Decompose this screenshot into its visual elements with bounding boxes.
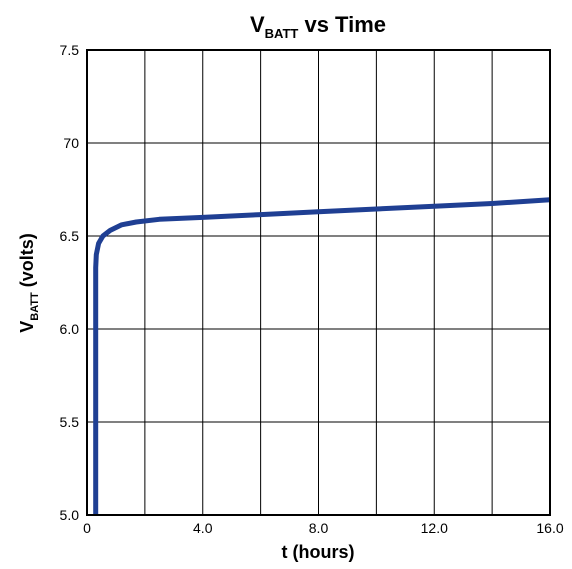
x-tick-label: 16.0 [536,520,563,536]
plot-frame [86,49,551,516]
y-tick-label: 5.0 [60,507,80,523]
series-layer [93,197,551,515]
y-axis-label-main: V [17,321,37,333]
y-tick-label: 6.0 [60,321,80,337]
chart-title-main: V [250,12,265,37]
x-tick-labels: 0 4.0 8.0 12.0 16.0 [83,520,564,536]
x-axis-label: t (hours) [282,542,355,562]
x-tick-label: 0 [83,520,91,536]
y-tick-label: 7.5 [60,42,80,58]
y-axis-label-rest: (volts) [17,233,37,292]
y-tick-labels: 5.0 5.5 6.0 6.5 70 7.5 [60,42,80,523]
series-line-0 [93,197,551,515]
x-tick-label: 12.0 [421,520,448,536]
x-tick-label: 8.0 [309,520,329,536]
y-axis-label: VBATT (volts) [17,233,41,333]
grid [86,49,551,516]
y-tick-label: 70 [63,135,79,151]
chart-title: VBATT vs Time [250,12,386,41]
chart-title-rest: vs Time [298,12,386,37]
y-axis-label-sub: BATT [29,292,41,321]
chart-title-sub: BATT [265,26,299,41]
x-tick-label: 4.0 [193,520,213,536]
y-tick-label: 6.5 [60,228,80,244]
y-tick-label: 5.5 [60,414,80,430]
